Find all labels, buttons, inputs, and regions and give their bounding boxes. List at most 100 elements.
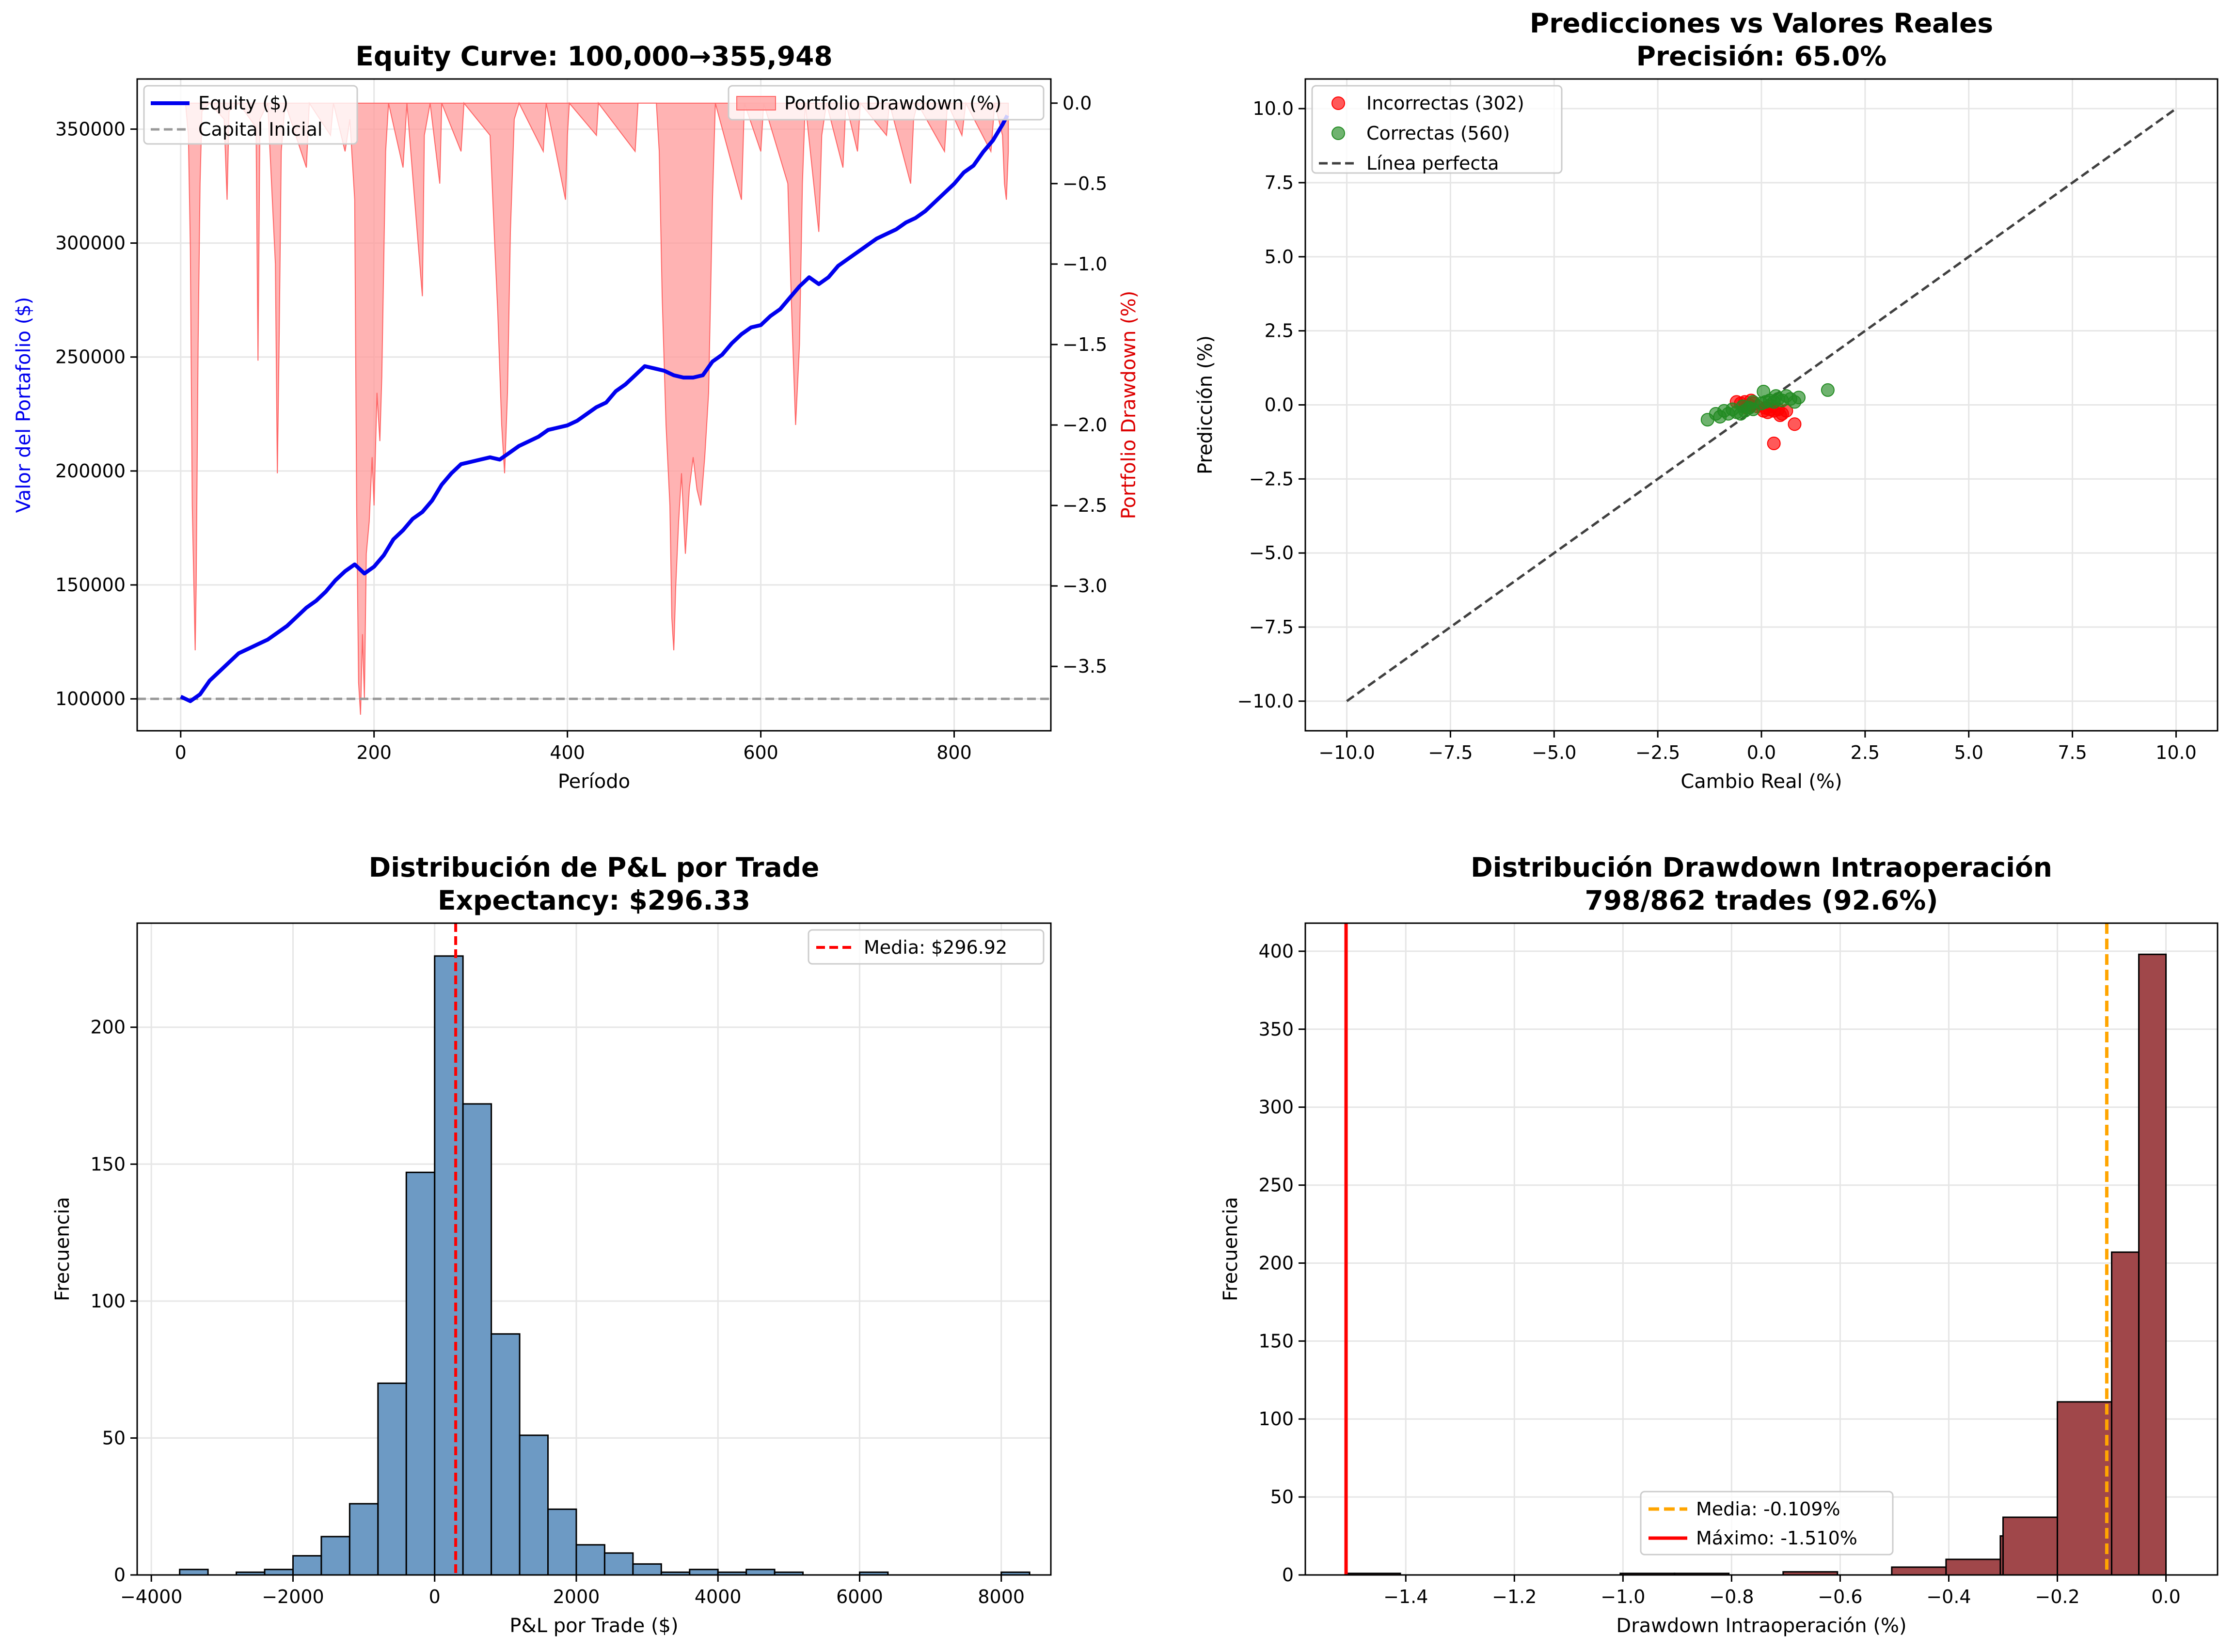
point-correct xyxy=(1788,395,1802,409)
point-correct xyxy=(1821,383,1835,397)
x-tick-label: 5.0 xyxy=(1954,742,1983,763)
legend-label: Incorrectas (302) xyxy=(1366,93,1524,114)
x-tick-label: −1.2 xyxy=(1492,1586,1537,1607)
chart-title: Equity Curve: 100,000→355,948 xyxy=(355,41,832,72)
histogram-bar xyxy=(292,1555,322,1576)
legend-swatch xyxy=(736,96,776,110)
x-tick-label: 4000 xyxy=(695,1586,742,1607)
chart-subtitle: Precisión: 65.0% xyxy=(1636,41,1887,72)
x-axis-label: Drawdown Intraoperación (%) xyxy=(1616,1615,1906,1637)
y-tick-label: 0 xyxy=(114,1564,126,1586)
x-axis-label: Período xyxy=(558,771,630,793)
y-tick-label: 200 xyxy=(90,1017,126,1038)
y-tick-label: 350 xyxy=(1258,1019,1294,1040)
chart-title: Predicciones vs Valores Reales xyxy=(1530,8,1993,39)
y2-tick-label: −1.0 xyxy=(1062,253,1107,275)
intraday-drawdown-histogram: −1.4 −1.2 −1.0 −0.8 −0.6 −0.4 −0.2 0.0 0 50 100 150… xyxy=(1220,852,2219,1637)
point-correct xyxy=(1769,389,1783,403)
y-tick-label: 250 xyxy=(1258,1175,1294,1196)
x-tick-label: 2.5 xyxy=(1851,742,1880,763)
x-tick-label: 8000 xyxy=(978,1586,1025,1607)
y-axis-label: Portfolio Drawdown (%) xyxy=(1118,291,1140,519)
axes-frame xyxy=(136,922,1052,1576)
histogram-bar xyxy=(2138,953,2167,1576)
title-value: 100,000→355,948 xyxy=(568,41,833,72)
x-tick-label: −1.0 xyxy=(1601,1586,1645,1607)
legend-swatch xyxy=(1331,96,1345,110)
legend-right: Portfolio Drawdown (%) xyxy=(728,85,1045,121)
y-tick-label: 150000 xyxy=(55,574,126,596)
histogram-bar xyxy=(1891,1566,1947,1576)
y2-tick-label: 0.0 xyxy=(1062,93,1092,114)
legend-label: Media: $296.92 xyxy=(864,937,1007,958)
chart-title: Distribución de P&L por Trade xyxy=(369,852,820,883)
x-tick-label: 0 xyxy=(429,1586,441,1607)
chart-title: Distribución Drawdown Intraoperación xyxy=(1471,852,2052,883)
y-tick-label: 7.5 xyxy=(1265,172,1294,193)
x-tick-label: 2000 xyxy=(553,1586,600,1607)
x-tick-label: 800 xyxy=(936,742,972,763)
y-axis-label: Predicción (%) xyxy=(1194,335,1217,474)
legend-label: Media: -0.109% xyxy=(1696,1498,1840,1520)
equity-line xyxy=(180,114,1009,703)
y-tick-label: 100 xyxy=(1258,1408,1294,1430)
histogram-bar xyxy=(1945,1558,2001,1576)
legend-left: Equity ($) Capital Inicial xyxy=(143,85,358,145)
y-axis-label: Frecuencia xyxy=(51,1197,74,1301)
x-tick-label: −0.8 xyxy=(1709,1586,1754,1607)
histogram-bar xyxy=(462,1103,492,1576)
histogram-bar xyxy=(320,1536,350,1576)
x-tick-label: −2000 xyxy=(262,1586,324,1607)
y-tick-label: −2.5 xyxy=(1249,468,1294,489)
y-tick-label: 150 xyxy=(90,1153,126,1175)
histogram-bar xyxy=(2111,1251,2140,1576)
legend-label: Correctas (560) xyxy=(1366,123,1510,144)
scatter-chart: −10.0 −7.5 −5.0 −2.5 0.0 2.5 5.0 7.5 10.0 −10.0 −7… xyxy=(1194,8,2219,793)
histogram-bar xyxy=(179,1569,209,1576)
title-prefix: Equity Curve: xyxy=(355,41,567,72)
point-incorrect xyxy=(1773,408,1787,422)
x-tick-label: −10.0 xyxy=(1318,742,1375,763)
legend-label: Capital Inicial xyxy=(198,119,322,140)
axes-frame xyxy=(1304,922,2219,1576)
legend: Media: $296.92 xyxy=(808,929,1045,965)
histogram-bar xyxy=(377,1382,407,1576)
histogram-bar xyxy=(632,1563,662,1576)
point-incorrect xyxy=(1767,436,1781,450)
x-tick-label: 0 xyxy=(175,742,187,763)
histogram-bar xyxy=(689,1569,719,1576)
legend-swatch xyxy=(1331,126,1345,140)
equity-chart: 0 200 400 600 800 100000 150000 200000 250000 300… xyxy=(13,41,1140,793)
y2-tick-label: −2.5 xyxy=(1062,495,1107,516)
y-tick-label: 300000 xyxy=(55,233,126,254)
y-tick-label: 100 xyxy=(90,1290,126,1312)
x-tick-label: −0.2 xyxy=(2035,1586,2079,1607)
y-tick-label: −10.0 xyxy=(1237,691,1294,712)
histogram-bar xyxy=(264,1569,294,1576)
y2-tick-label: −3.0 xyxy=(1062,575,1107,597)
chart-subtitle: 798/862 trades (92.6%) xyxy=(1585,885,1938,916)
histogram-bar xyxy=(349,1503,379,1576)
legend-box xyxy=(143,85,358,145)
y-tick-label: 300 xyxy=(1258,1097,1294,1118)
y-tick-label: 200 xyxy=(1258,1252,1294,1274)
y-tick-label: 150 xyxy=(1258,1330,1294,1352)
y-tick-label: 50 xyxy=(102,1427,126,1448)
x-tick-label: −1.4 xyxy=(1383,1586,1428,1607)
y-tick-label: −5.0 xyxy=(1249,542,1294,564)
y-axis-label: Valor del Portafolio ($) xyxy=(13,297,35,513)
x-tick-label: −4000 xyxy=(120,1586,183,1607)
histogram-bar xyxy=(491,1333,521,1576)
point-correct xyxy=(1736,399,1750,413)
legend-box xyxy=(728,85,1045,121)
point-correct xyxy=(1757,384,1771,398)
legend-label: Equity ($) xyxy=(198,93,288,114)
histogram-bar xyxy=(405,1171,436,1576)
y-tick-label: 10.0 xyxy=(1252,98,1294,119)
histogram-bar xyxy=(434,955,464,1576)
y2-tick-label: −2.0 xyxy=(1062,414,1107,436)
legend-box xyxy=(1311,85,1563,174)
histogram-bar xyxy=(603,1552,634,1576)
y-tick-label: −7.5 xyxy=(1249,616,1294,638)
